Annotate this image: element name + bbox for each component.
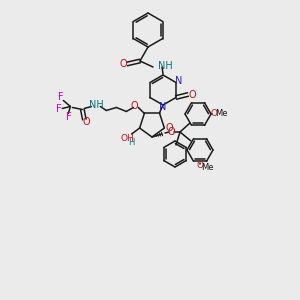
- Text: NH: NH: [89, 100, 104, 110]
- Text: F: F: [65, 112, 71, 122]
- Text: O: O: [166, 123, 173, 133]
- Text: O: O: [130, 101, 138, 112]
- Text: N: N: [159, 102, 167, 112]
- Text: Me: Me: [215, 109, 227, 118]
- Text: O: O: [196, 160, 203, 169]
- Text: O: O: [82, 118, 90, 128]
- Text: N: N: [175, 76, 183, 86]
- Text: O: O: [188, 89, 196, 100]
- Text: F: F: [56, 104, 61, 115]
- Text: H: H: [128, 137, 135, 146]
- Text: F: F: [58, 92, 63, 103]
- Text: O: O: [119, 59, 127, 69]
- Text: OH: OH: [121, 134, 134, 142]
- Text: NH: NH: [158, 61, 173, 71]
- Text: O: O: [211, 109, 218, 118]
- Text: O: O: [167, 127, 175, 137]
- Text: Me: Me: [201, 163, 213, 172]
